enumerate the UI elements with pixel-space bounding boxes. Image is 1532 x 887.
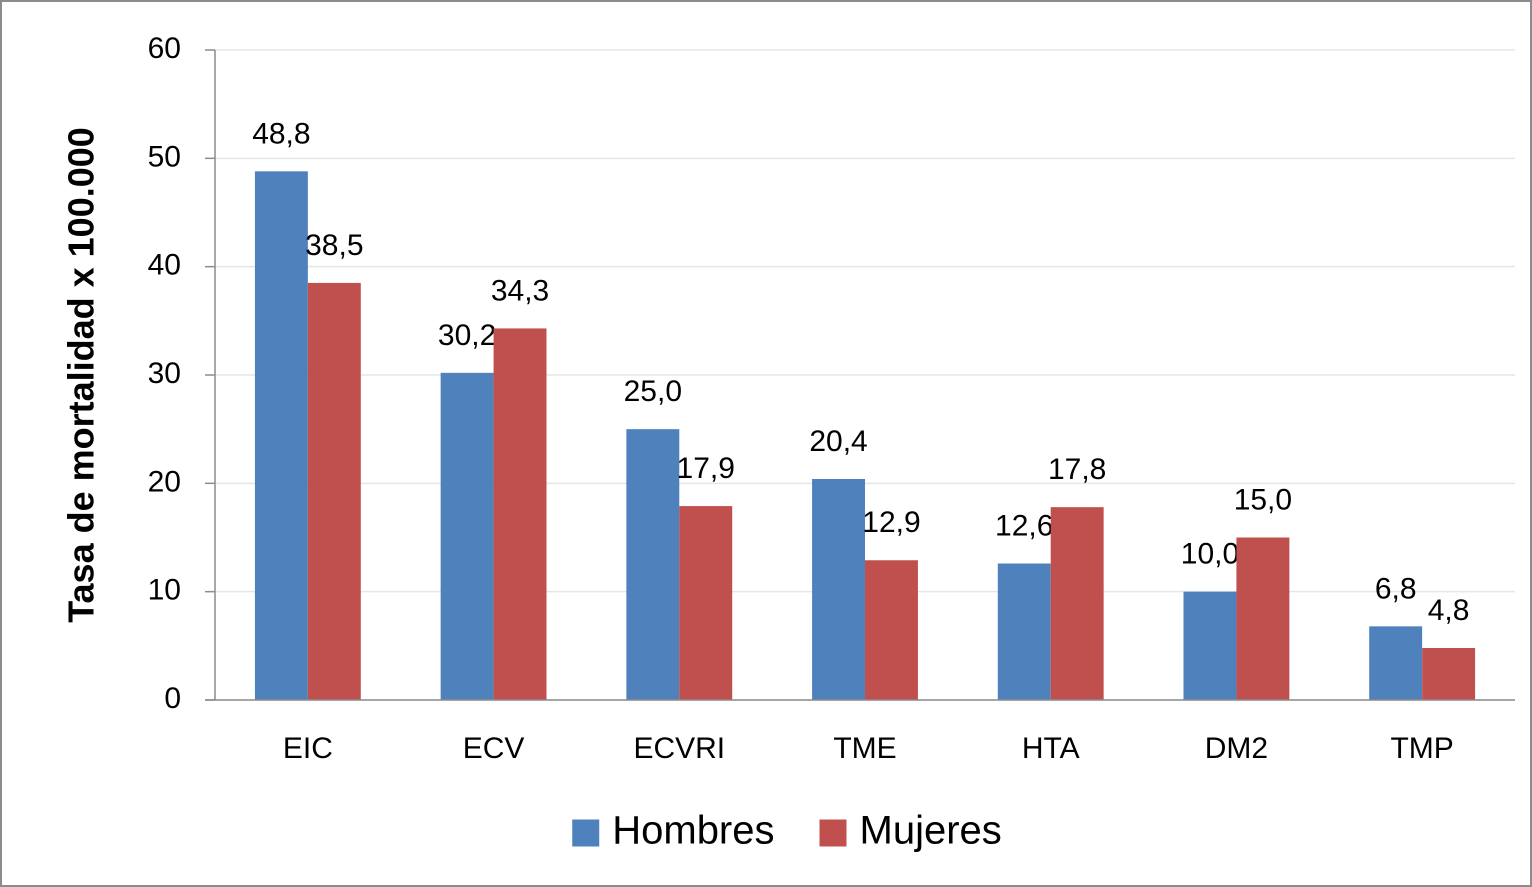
y-tick-label: 40 (148, 249, 181, 282)
legend-swatch (819, 819, 847, 847)
legend-label: Mujeres (860, 809, 1002, 853)
y-tick-label: 0 (164, 682, 181, 715)
value-label: 30,2 (438, 319, 496, 352)
value-label: 20,4 (809, 425, 867, 458)
bar (1183, 591, 1237, 700)
value-label: 12,6 (995, 509, 1053, 542)
value-label: 17,9 (677, 452, 735, 485)
bar (493, 328, 547, 700)
bar (812, 479, 865, 700)
value-label: 12,9 (862, 506, 920, 539)
value-label: 38,5 (305, 229, 363, 262)
y-tick-label: 30 (148, 357, 181, 390)
bar (307, 282, 361, 700)
bar (997, 563, 1051, 700)
value-label: 6,8 (1375, 572, 1417, 605)
value-label: 34,3 (491, 274, 549, 307)
bar (1422, 648, 1476, 700)
value-label: 4,8 (1428, 594, 1470, 627)
bar (254, 171, 308, 701)
x-tick-label: EIC (283, 732, 333, 765)
y-tick-label: 20 (148, 465, 181, 498)
legend-label: Hombres (612, 809, 774, 853)
bar (1050, 507, 1104, 700)
value-label: 17,8 (1048, 453, 1106, 486)
bar (865, 560, 918, 700)
value-label: 15,0 (1234, 483, 1292, 516)
x-tick-label: HTA (1022, 732, 1080, 765)
legend-swatch (572, 819, 600, 847)
x-tick-label: ECVRI (633, 732, 725, 765)
y-axis-title: Tasa de mortalidad x 100.000 (61, 127, 102, 623)
y-tick-label: 10 (148, 574, 181, 607)
y-tick-label: 60 (148, 32, 181, 65)
x-tick-label: TME (833, 732, 896, 765)
x-tick-label: ECV (463, 732, 525, 765)
x-tick-label: TMP (1390, 732, 1453, 765)
bar (1236, 537, 1290, 700)
value-label: 48,8 (252, 117, 310, 150)
bar (679, 506, 733, 700)
value-label: 10,0 (1181, 538, 1239, 571)
bar (626, 429, 680, 700)
y-tick-label: 50 (148, 140, 181, 173)
value-label: 25,0 (624, 375, 682, 408)
x-tick-label: DM2 (1205, 732, 1268, 765)
bar (1369, 626, 1423, 700)
bar (440, 372, 494, 700)
